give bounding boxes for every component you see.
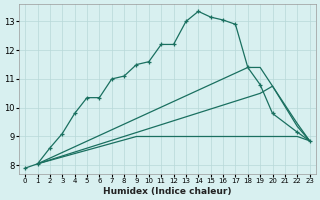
X-axis label: Humidex (Indice chaleur): Humidex (Indice chaleur) (103, 187, 232, 196)
